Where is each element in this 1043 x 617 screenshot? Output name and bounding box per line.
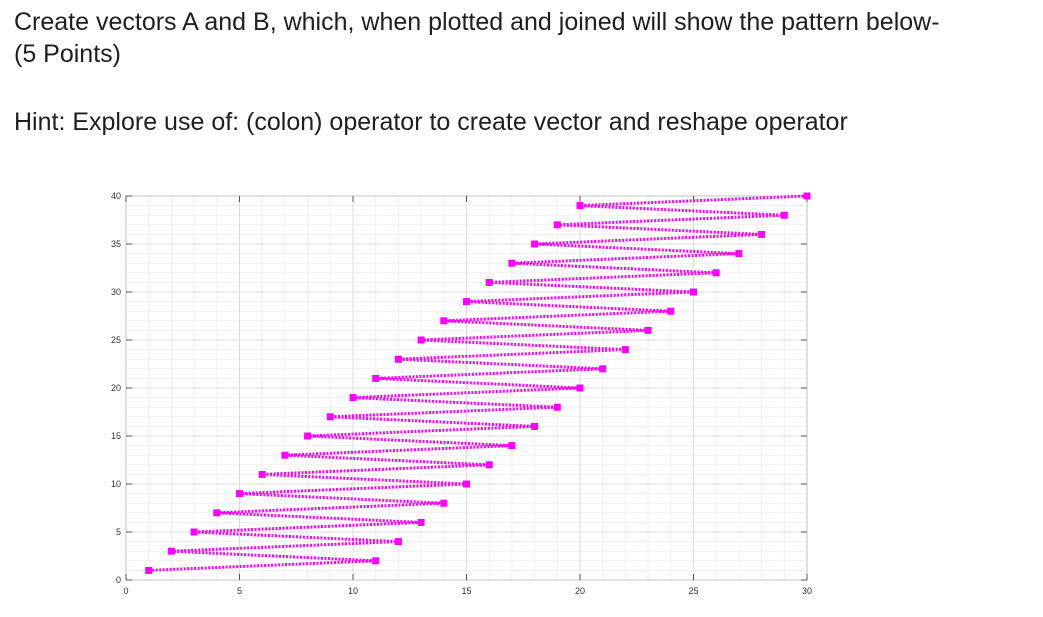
data-point (553, 221, 561, 229)
data-point (440, 499, 448, 507)
x-tick-label: 30 (802, 586, 812, 596)
data-point (417, 518, 425, 526)
data-point (372, 374, 380, 382)
data-point (803, 192, 811, 200)
data-point (236, 490, 243, 498)
data-point (485, 461, 493, 469)
data-point (508, 442, 516, 450)
data-point (326, 413, 334, 421)
data-point (258, 470, 266, 478)
data-point (463, 480, 470, 488)
data-point (758, 230, 766, 238)
data-point (304, 432, 312, 440)
y-tick-label: 30 (111, 287, 121, 297)
y-tick-label: 0 (116, 575, 121, 585)
data-point (735, 250, 743, 258)
data-point (531, 422, 539, 430)
data-point (690, 288, 697, 296)
pattern-chart: 0 5 10 15 20 25 30 0 5 10 15 20 25 30 35 40 (111, 191, 812, 596)
y-tick-label: 35 (111, 239, 121, 249)
data-point (349, 394, 357, 402)
data-point (213, 509, 221, 517)
data-point (576, 202, 584, 210)
y-tick-label: 25 (111, 335, 121, 345)
x-tick-label: 25 (688, 586, 698, 596)
data-point (667, 307, 675, 315)
x-tick-label: 15 (461, 586, 471, 596)
data-point (621, 346, 629, 354)
data-point (440, 317, 448, 325)
points-label: (5 Points) (14, 40, 121, 68)
hint-text: Hint: Explore use of: (colon) operator t… (14, 108, 848, 136)
y-tick-label: 10 (111, 479, 121, 489)
data-point (576, 384, 584, 392)
data-point (394, 538, 402, 546)
data-point (190, 528, 198, 536)
data-point (553, 403, 561, 411)
question-line: Create vectors A and B, which, when plot… (14, 8, 940, 36)
y-tick-labels: 0 5 10 15 20 25 30 35 40 (111, 191, 121, 585)
data-point (599, 365, 607, 373)
data-point (167, 547, 175, 555)
data-series (145, 192, 811, 574)
x-tick-label: 0 (123, 586, 128, 596)
series-line (148, 194, 808, 572)
data-point (712, 269, 720, 277)
y-tick-label: 40 (111, 191, 121, 201)
data-point (644, 326, 652, 334)
x-tick-label: 20 (575, 586, 585, 596)
y-tick-label: 5 (116, 527, 121, 537)
data-point (780, 211, 788, 219)
x-tick-label: 5 (237, 586, 242, 596)
y-tick-label: 15 (111, 431, 121, 441)
data-point (508, 259, 516, 267)
data-point (372, 557, 380, 565)
data-point (417, 336, 425, 344)
x-tick-labels: 0 5 10 15 20 25 30 (123, 586, 812, 596)
data-point (531, 240, 539, 248)
x-tick-label: 10 (348, 586, 358, 596)
question-text: Create vectors A and B, which, when plot… (14, 6, 1034, 70)
data-point (281, 451, 289, 459)
data-point (485, 278, 493, 286)
y-tick-label: 20 (111, 383, 121, 393)
data-point (463, 298, 470, 306)
data-point (145, 566, 153, 574)
data-point (394, 355, 402, 363)
